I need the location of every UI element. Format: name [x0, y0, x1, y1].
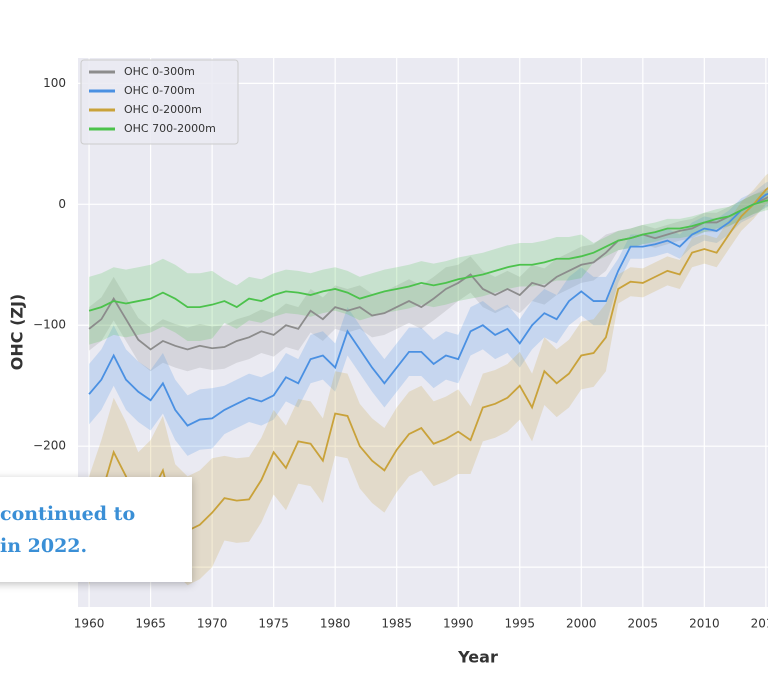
x-axis-label: Year — [457, 648, 498, 667]
x-tick-label: 1990 — [443, 617, 474, 631]
x-tick-label: 1980 — [320, 617, 351, 631]
x-tick-label: 2015 — [751, 617, 768, 631]
x-tick-label: 2000 — [566, 617, 597, 631]
error-band — [89, 187, 768, 372]
plot-background — [78, 58, 768, 607]
series-line — [88, 186, 768, 532]
x-tick-label: 1995 — [504, 617, 535, 631]
series-line — [88, 196, 768, 351]
x-tick-label: 1970 — [197, 617, 228, 631]
legend-label: OHC 0-700m — [124, 84, 195, 97]
y-tick-label: −200 — [33, 439, 66, 453]
legend-label: OHC 700-2000m — [124, 122, 216, 135]
caption-line: continued to — [0, 503, 136, 525]
legend-box — [80, 59, 239, 145]
series-line — [88, 192, 768, 427]
x-tick-label: 1975 — [258, 617, 289, 631]
y-tick-label: 100 — [43, 76, 66, 90]
caption-card: continued to in 2022. — [0, 477, 192, 582]
y-tick-label: 0 — [58, 197, 66, 211]
x-tick-label: 1960 — [74, 617, 105, 631]
x-tick-label: 2005 — [628, 617, 659, 631]
legend-label: OHC 0-2000m — [124, 103, 202, 116]
caption-line: in 2022. — [0, 535, 88, 557]
legend-label: OHC 0-300m — [124, 65, 195, 78]
x-tick-label: 2010 — [689, 617, 720, 631]
y-tick-label: −100 — [33, 318, 66, 332]
x-tick-label: 1985 — [381, 617, 412, 631]
error-band — [89, 173, 768, 586]
y-axis-label: OHC (ZJ) — [8, 294, 27, 370]
x-tick-label: 1965 — [135, 617, 166, 631]
error-band — [89, 190, 768, 345]
error-band — [89, 181, 768, 456]
series-line — [88, 199, 768, 312]
